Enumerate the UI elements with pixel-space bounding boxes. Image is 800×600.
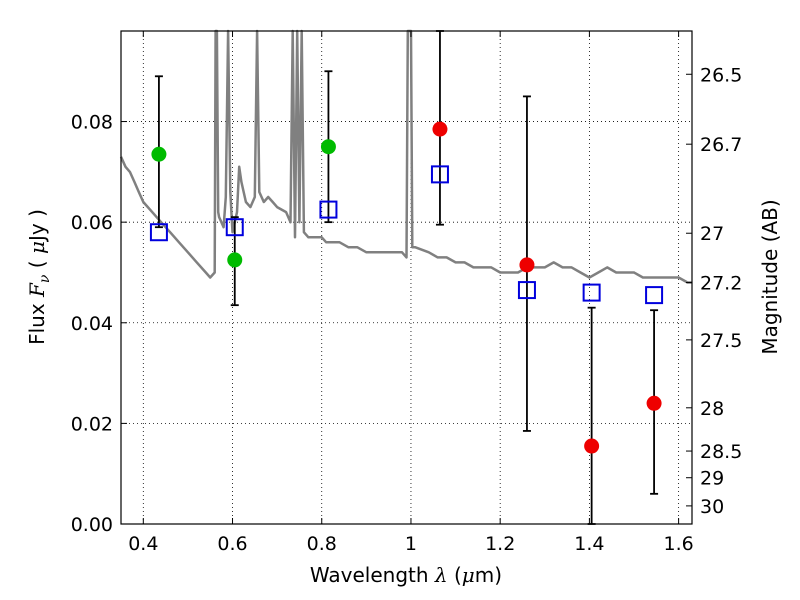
y2-tick-label: 26.5 [700,64,742,86]
x-tick-label: 1 [405,533,417,555]
x-tick-label: 0.6 [217,533,247,555]
y2-tick-label: 27.2 [700,273,742,295]
low-significance-point [432,121,448,137]
y-tick-label: 0.08 [71,112,113,134]
y-tick-label: 0.06 [71,212,113,234]
y2-tick-label: 28 [700,398,724,420]
y2-tick-label: 27 [700,223,724,245]
model-flux-square [319,200,338,219]
points-layer [149,121,664,454]
y2-tick-label: 27.5 [700,330,742,352]
x-tick-label: 0.4 [128,533,158,555]
low-significance-point [584,438,600,454]
y2-tick-label: 26.7 [700,134,742,156]
x-tick-label: 0.8 [307,533,337,555]
model-flux-square [225,218,244,237]
y-axis-label: Flux Fν ( μJy ) [25,209,53,345]
x-axis-label: Wavelength λ (μm) [310,563,502,587]
detection-point [151,146,167,162]
x-tick-label: 1.2 [485,533,515,555]
model-flux-square [582,283,601,302]
plot-frame [120,30,693,525]
y-tick-label: 0.00 [71,514,113,536]
y2-tick-label: 30 [700,496,724,518]
model-flux-square [430,165,449,184]
y-tick-label: 0.04 [71,313,113,335]
x-tick-label: 1.6 [664,533,694,555]
model-flux-square [149,223,168,242]
y-tick-label: 0.02 [71,413,113,435]
detection-point [320,139,336,155]
low-significance-point [646,395,662,411]
x-tick-label: 1.4 [574,533,604,555]
model-flux-square [645,286,664,305]
ticks-layer: 0.4 0.6 0.8 1 1.2 1.4 1.6 0.00 0.02 0.04 0.06 0.08 2… [71,31,742,555]
y2-tick-label: 28.5 [700,441,742,463]
low-significance-point [519,257,535,273]
y2-axis-label: Magnitude (AB) [758,199,782,354]
y2-tick-label: 29 [700,468,724,490]
model-flux-square [517,281,536,300]
detection-point [227,252,243,268]
